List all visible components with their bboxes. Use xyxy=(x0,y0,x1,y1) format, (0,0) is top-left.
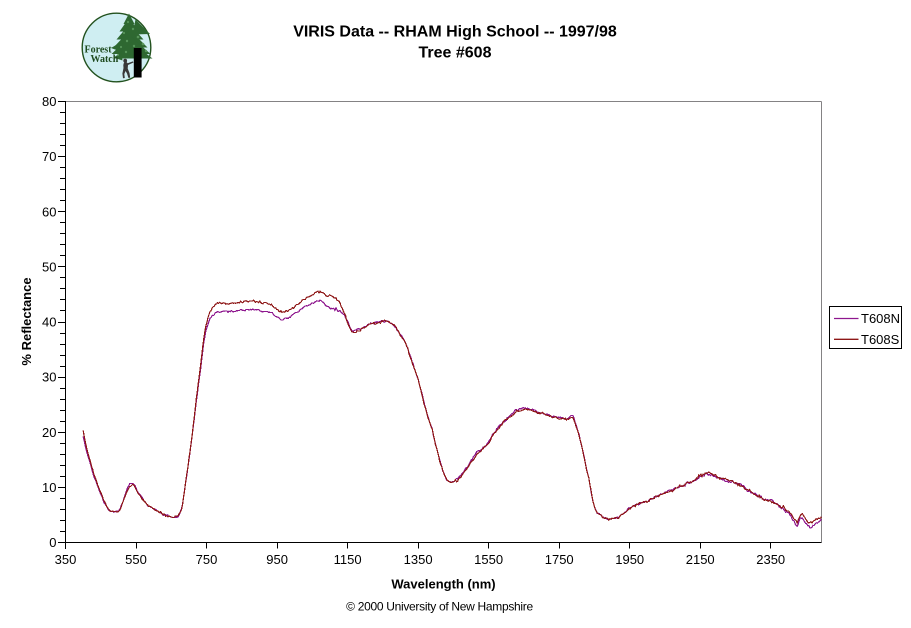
svg-text:750: 750 xyxy=(196,552,218,567)
svg-text:© 2000 University of New Hamps: © 2000 University of New Hampshire xyxy=(346,600,533,614)
svg-text:T608N: T608N xyxy=(861,311,900,326)
svg-text:Forest: Forest xyxy=(85,45,113,56)
svg-text:30: 30 xyxy=(42,370,56,385)
svg-text:1150: 1150 xyxy=(334,552,362,567)
svg-text:60: 60 xyxy=(42,204,56,219)
svg-text:2350: 2350 xyxy=(756,552,785,567)
svg-text:Wavelength (nm): Wavelength (nm) xyxy=(391,577,495,592)
svg-text:10: 10 xyxy=(42,480,56,495)
svg-text:950: 950 xyxy=(266,552,288,567)
svg-text:350: 350 xyxy=(55,552,77,567)
svg-text:Tree #608: Tree #608 xyxy=(419,45,492,62)
svg-text:2150: 2150 xyxy=(686,552,715,567)
svg-text:20: 20 xyxy=(42,425,56,440)
svg-text:1350: 1350 xyxy=(404,552,433,567)
svg-text:1950: 1950 xyxy=(615,552,644,567)
svg-text:VIRIS Data -- RHAM High School: VIRIS Data -- RHAM High School -- 1997/9… xyxy=(293,24,617,41)
svg-text:1550: 1550 xyxy=(474,552,503,567)
svg-text:% Reflectance: % Reflectance xyxy=(19,277,34,365)
svg-text:550: 550 xyxy=(125,552,147,567)
svg-text:70: 70 xyxy=(42,149,56,164)
svg-text:50: 50 xyxy=(42,260,56,275)
svg-text:80: 80 xyxy=(42,94,56,109)
svg-text:0: 0 xyxy=(49,535,56,550)
svg-text:40: 40 xyxy=(42,315,56,330)
svg-text:T608S: T608S xyxy=(861,332,900,347)
svg-text:Watch: Watch xyxy=(91,54,119,65)
svg-text:1750: 1750 xyxy=(545,552,574,567)
